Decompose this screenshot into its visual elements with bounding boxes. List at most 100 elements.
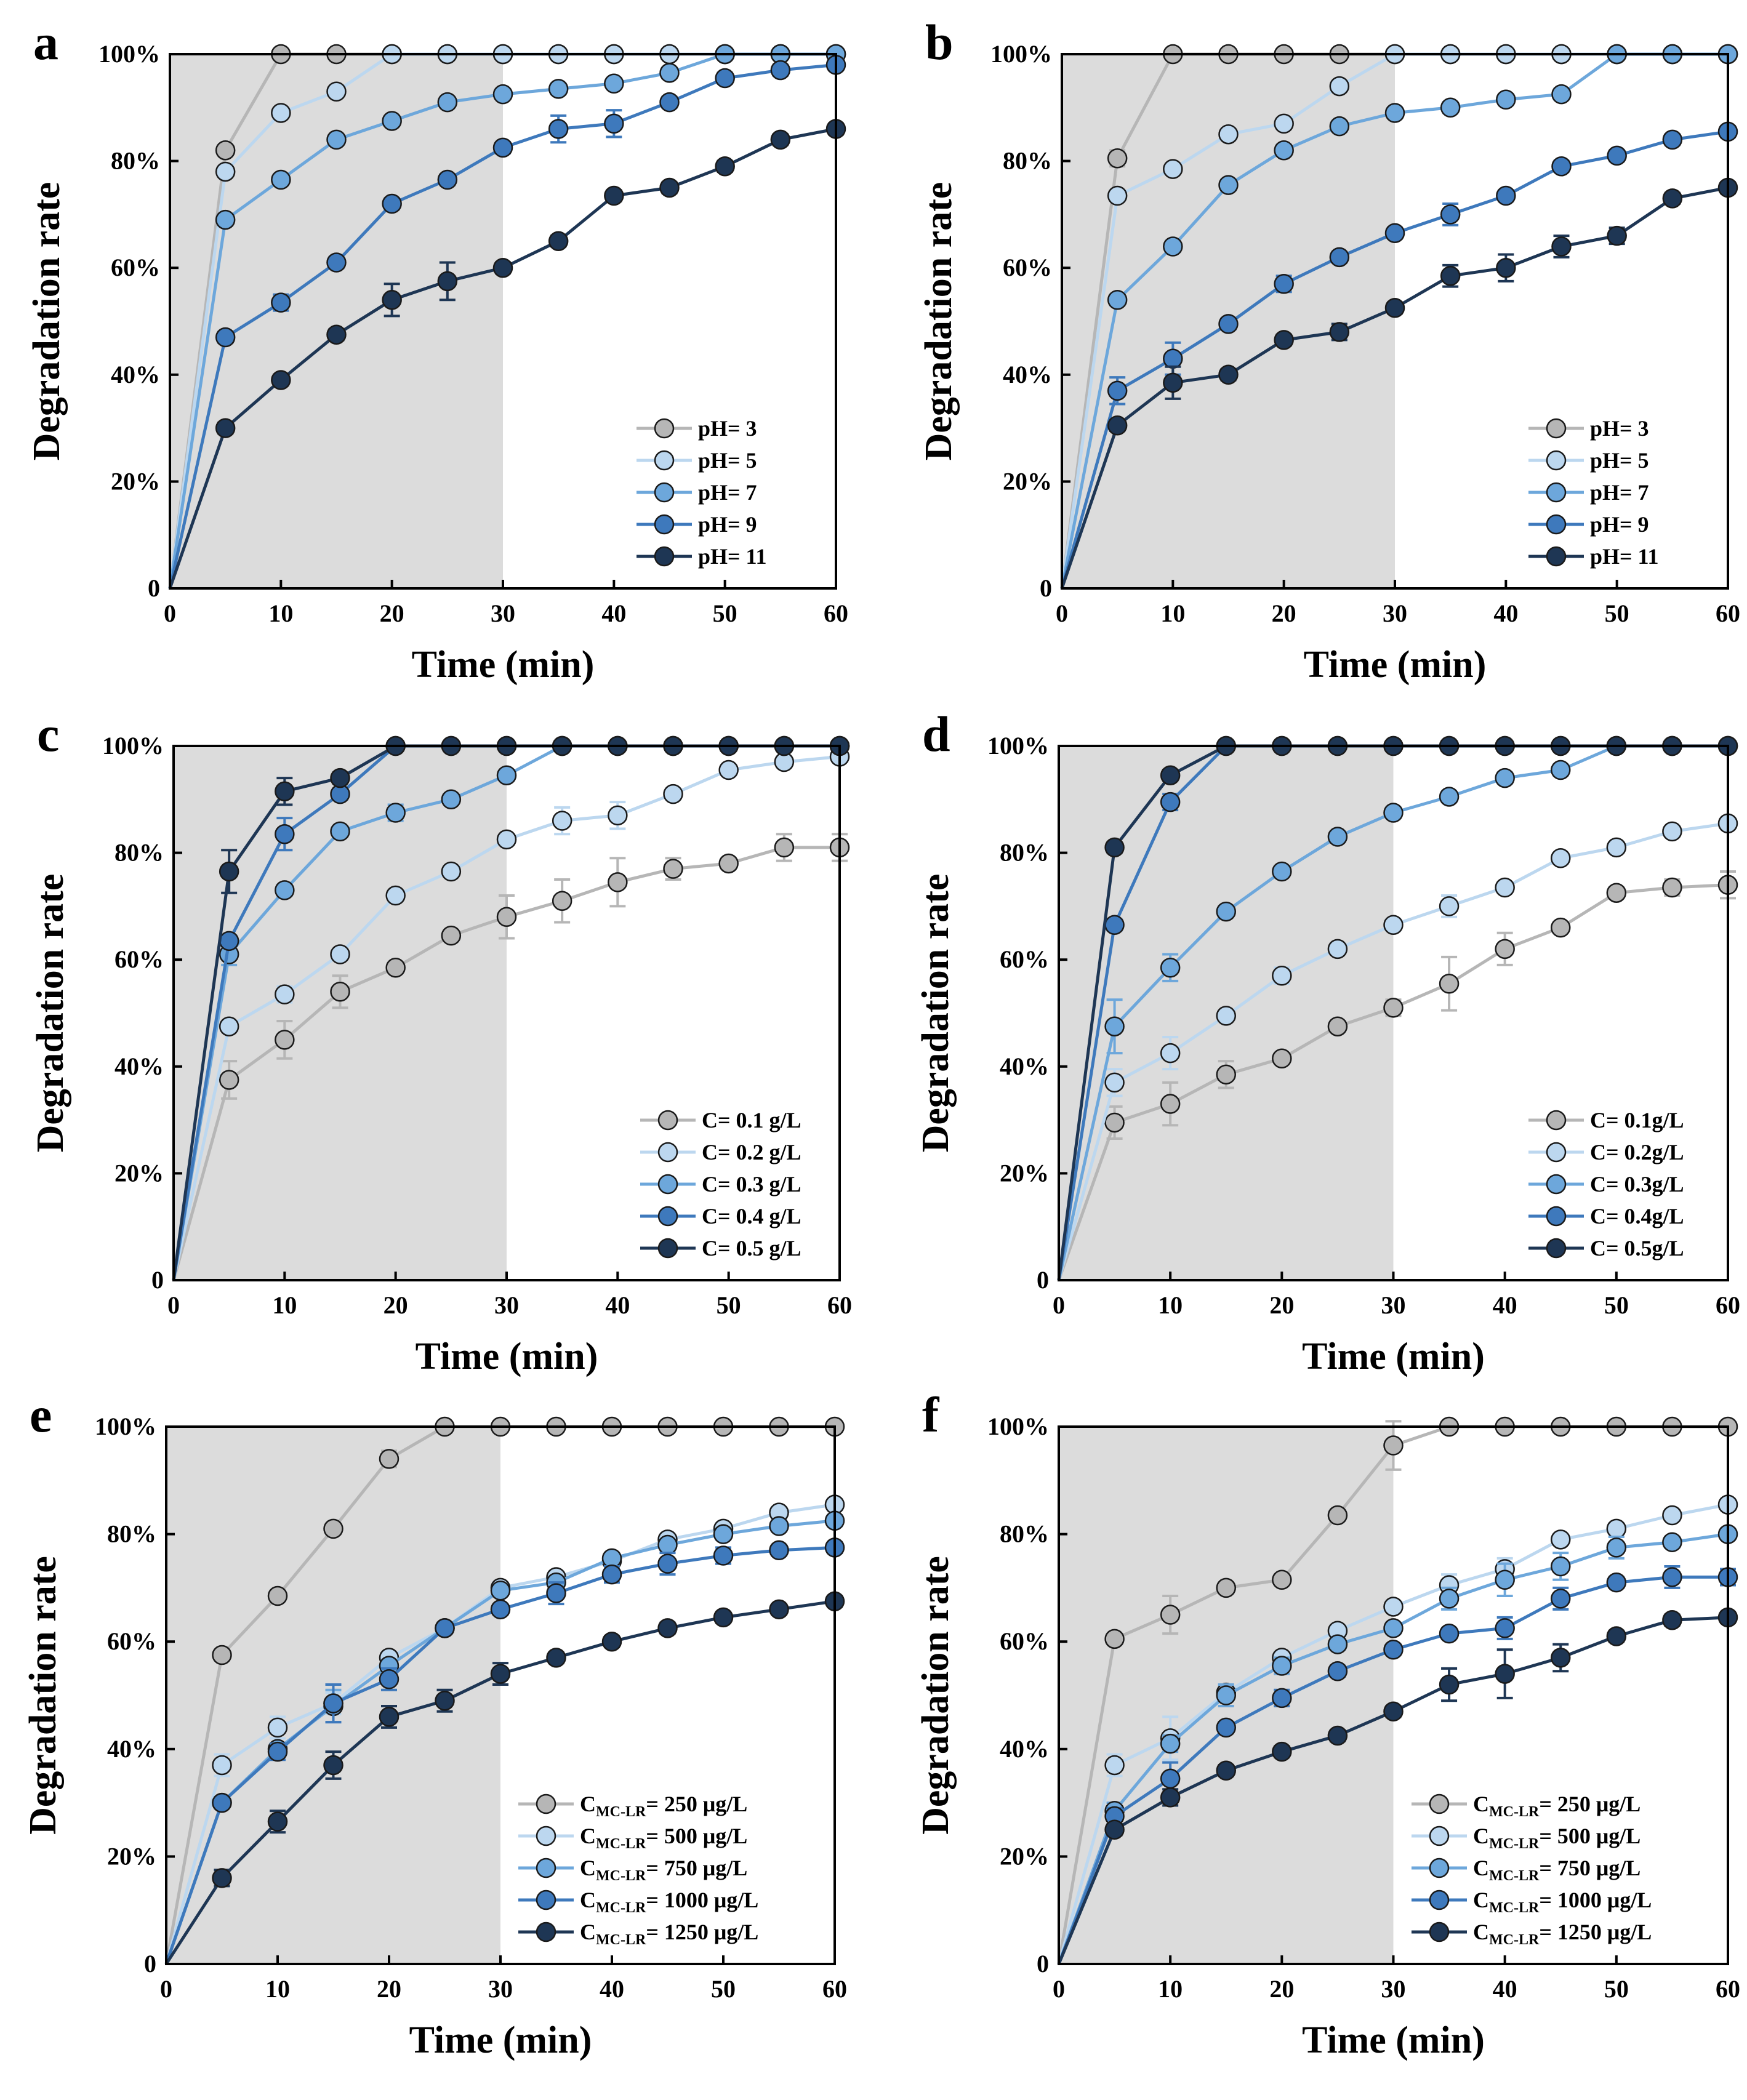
y-tick-label: 0: [1040, 574, 1052, 602]
data-point: [1662, 877, 1682, 898]
data-point: [1274, 273, 1294, 294]
x-tick-label: 50: [1605, 599, 1629, 627]
legend-label: pH= 3: [1590, 416, 1649, 441]
data-point: [219, 861, 239, 882]
x-tick-label: 40: [1493, 599, 1518, 627]
series-5: [164, 1591, 845, 1965]
x-tick-label: 40: [605, 1291, 630, 1319]
legend-label: C= 0.2g/L: [1590, 1140, 1684, 1164]
series-2: [172, 747, 850, 1281]
x-tick-label: 40: [1493, 1975, 1517, 2003]
data-point: [496, 907, 517, 928]
data-point: [437, 271, 458, 292]
data-point: [437, 92, 458, 113]
series-3: [1057, 1524, 1738, 1965]
y-tick-label: 80%: [114, 839, 164, 867]
data-point: [215, 161, 236, 182]
data-point: [1662, 188, 1683, 209]
data-point: [1606, 1626, 1627, 1646]
data-point: [1439, 896, 1460, 916]
y-tick-label: 100%: [987, 732, 1049, 759]
data-point: [1662, 1567, 1682, 1587]
y-tick-label: 20%: [1000, 1159, 1049, 1187]
data-point: [1606, 1572, 1627, 1593]
data-point: [1274, 330, 1294, 350]
data-point: [1383, 998, 1404, 1018]
data-point: [212, 1792, 232, 1813]
data-point: [1160, 765, 1181, 785]
data-point: [267, 1585, 288, 1606]
data-point: [1327, 1725, 1348, 1746]
y-axis-title: Degradation rate: [22, 1556, 64, 1835]
y-tick-label: 100%: [95, 1413, 156, 1440]
y-tick-label: 60%: [1000, 1627, 1049, 1655]
legend-marker: [1546, 514, 1567, 535]
legend-marker: [1546, 1110, 1567, 1131]
y-tick-label: 80%: [1003, 147, 1052, 175]
x-axis-title: Time (min): [1302, 1336, 1485, 1377]
data-point: [604, 113, 624, 134]
x-tick-label: 20: [380, 599, 404, 627]
data-point: [1495, 1664, 1515, 1684]
data-point: [1272, 1656, 1292, 1676]
data-point: [546, 1583, 566, 1603]
data-point: [1383, 1701, 1404, 1721]
data-point: [490, 1599, 511, 1620]
data-point: [657, 1534, 678, 1555]
y-tick-label: 20%: [1000, 1842, 1049, 1870]
data-point: [1218, 314, 1239, 334]
legend-marker: [1546, 1174, 1567, 1195]
legend-marker: [1546, 1142, 1567, 1163]
data-point: [604, 185, 624, 206]
data-point: [496, 765, 517, 785]
data-point: [1384, 298, 1405, 318]
data-point: [1551, 917, 1571, 938]
data-point: [1495, 877, 1515, 898]
y-tick-label: 80%: [1000, 1520, 1049, 1548]
y-tick-label: 0: [1037, 1266, 1049, 1294]
data-point: [1104, 1016, 1125, 1036]
data-point: [1495, 767, 1515, 788]
legend-marker: [536, 1922, 556, 1942]
data-point: [215, 140, 236, 161]
data-point: [1383, 1640, 1404, 1660]
y-axis-title: Degradation rate: [26, 182, 68, 461]
legend-marker: [1429, 1793, 1450, 1814]
x-tick-label: 0: [1053, 1291, 1065, 1319]
data-point: [659, 177, 680, 198]
data-point: [1551, 156, 1572, 177]
data-point: [1439, 1674, 1460, 1695]
y-tick-label: 80%: [111, 147, 160, 175]
data-point: [1107, 290, 1128, 310]
x-axis-title: Time (min): [1302, 2019, 1485, 2061]
panel-label: b: [925, 14, 954, 70]
data-point: [1327, 1505, 1348, 1526]
data-point: [1383, 803, 1404, 823]
data-point: [1384, 103, 1405, 123]
legend-marker: [1429, 1858, 1450, 1878]
data-point: [1439, 974, 1460, 994]
data-point: [1107, 185, 1128, 206]
data-point: [330, 982, 350, 1002]
legend-marker: [1546, 450, 1567, 471]
data-point: [769, 1516, 789, 1536]
data-point: [657, 1553, 678, 1574]
data-point: [1107, 415, 1128, 436]
data-point: [271, 370, 291, 390]
y-tick-label: 0: [151, 1266, 164, 1294]
y-tick-label: 100%: [990, 40, 1052, 68]
data-point: [330, 821, 350, 842]
panel-a: 0 10 20 30 40 50 60 0 20% 40% 60% 80% 100% Time (min)…: [26, 14, 848, 686]
data-point: [548, 231, 569, 252]
data-point: [212, 1645, 232, 1665]
panel-b: 0 10 20 30 40 50 60 0 20% 40% 60% 80% 100% Time (min)…: [918, 14, 1740, 686]
data-point: [271, 292, 291, 313]
legend-marker: [536, 1793, 556, 1814]
x-tick-label: 20: [1272, 599, 1296, 627]
data-point: [1329, 247, 1350, 268]
panel-label: e: [30, 1387, 52, 1443]
series-5: [1057, 1607, 1738, 1965]
x-axis-title: Time (min): [412, 644, 595, 686]
data-point: [1218, 175, 1239, 195]
data-point: [1439, 1589, 1460, 1609]
